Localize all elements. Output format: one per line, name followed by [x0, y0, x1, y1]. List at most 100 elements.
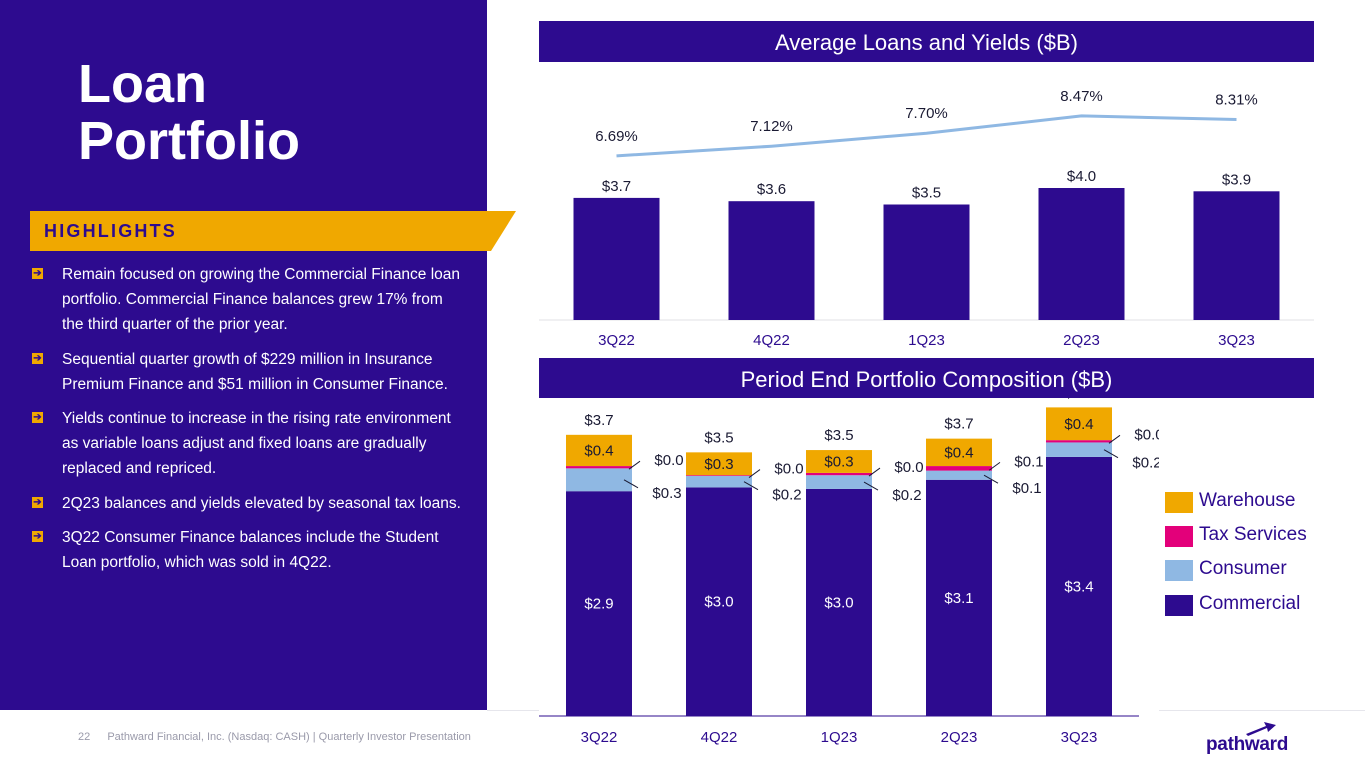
page-title-line-1: Loan — [78, 54, 207, 114]
loan-bar — [883, 204, 970, 320]
list-item: ➔ Yields continue to increase in the risi… — [32, 406, 467, 481]
left-panel — [0, 0, 487, 710]
bar-value-label: $4.0 — [1067, 168, 1096, 185]
consumer-value-label: $0.1 — [1012, 480, 1041, 497]
highlights-banner — [30, 211, 516, 251]
consumer-leader-line — [1103, 449, 1119, 459]
x-tick-label: 3Q23 — [1061, 729, 1098, 746]
bullet-text: 2Q23 balances and yields elevated by sea… — [62, 494, 461, 512]
logo-text: pathward — [1206, 734, 1289, 755]
yield-line — [616, 114, 1237, 158]
logo-mark-icon — [1246, 722, 1276, 736]
consumer-value-label: $0.2 — [1132, 455, 1159, 472]
tax-leader-line — [748, 469, 761, 478]
x-tick-label: 2Q23 — [941, 729, 978, 746]
legend-swatch-warehouse — [1165, 492, 1193, 513]
legend-label: Warehouse — [1199, 490, 1296, 511]
commercial-value-label: $3.4 — [1064, 578, 1093, 595]
chart2-header: Period End Portfolio Composition ($B) — [539, 358, 1314, 398]
legend-label: Tax Services — [1199, 524, 1307, 545]
x-tick-label: 1Q23 — [821, 729, 858, 746]
bar-value-label: $3.6 — [757, 181, 786, 198]
tax-leader-line — [868, 467, 881, 477]
stack-segment-tax-services — [806, 472, 872, 476]
yield-label: 7.70% — [905, 105, 948, 122]
tax-value-label: $0.0 — [894, 459, 923, 476]
arrow-right-icon: ➔ — [32, 268, 43, 279]
legend-swatch-tax-services — [1165, 526, 1193, 547]
warehouse-value-label: $0.4 — [1064, 416, 1093, 433]
consumer-leader-line — [623, 479, 639, 489]
list-item: ➔ Remain focused on growing the Commercia… — [32, 262, 467, 337]
legend-swatch-consumer — [1165, 560, 1193, 581]
tax-leader-line — [1108, 434, 1121, 444]
list-item: ➔ 2Q23 balances and yields elevated by se… — [32, 491, 467, 516]
x-tick-label: 4Q22 — [701, 729, 738, 746]
bullet-text: Sequential quarter growth of $229 millio… — [62, 350, 448, 393]
stack-segment-commercial — [806, 488, 872, 716]
loan-bar — [1038, 188, 1125, 320]
bullet-text: Yields continue to increase in the risin… — [62, 410, 451, 477]
arrow-right-icon: ➔ — [32, 352, 43, 364]
page-number: 22 — [78, 731, 91, 743]
yield-label: 8.31% — [1215, 92, 1258, 109]
highlights-label: HIGHLIGHTS — [44, 221, 177, 241]
stack-segment-warehouse — [1046, 407, 1112, 441]
consumer-value-label: $0.2 — [772, 487, 801, 504]
tax-value-label: $0.0 — [654, 452, 683, 469]
tax-leader-line — [988, 461, 1001, 471]
stack-segment-consumer — [566, 468, 632, 492]
x-tick-label: 4Q22 — [753, 332, 790, 349]
tax-value-label: $0.0 — [1134, 426, 1159, 443]
stack-segment-consumer — [926, 470, 992, 480]
footer: 22 Pathward Financial, Inc. (Nasdaq: CAS… — [78, 731, 471, 743]
tax-leader-line — [628, 460, 641, 470]
total-value-label: $3.5 — [704, 429, 733, 446]
total-value-label: $3.7 — [584, 412, 613, 429]
warehouse-value-label: $0.4 — [584, 442, 613, 459]
arrow-right-icon: ➔ — [32, 496, 43, 508]
stack-segment-tax-services — [1046, 440, 1112, 443]
stack-segment-commercial — [566, 491, 632, 716]
consumer-value-label: $0.3 — [652, 485, 681, 502]
warehouse-value-label: $0.4 — [944, 444, 973, 461]
footer-text: Pathward Financial, Inc. (Nasdaq: CASH) … — [107, 731, 471, 743]
stack-segment-tax-services — [926, 466, 992, 471]
x-tick-label: 3Q22 — [581, 729, 618, 746]
stack-segment-warehouse — [926, 438, 992, 467]
yield-label: 6.69% — [595, 128, 638, 145]
legend-label: Consumer — [1199, 558, 1287, 579]
yield-label: 8.47% — [1060, 88, 1103, 105]
consumer-leader-line — [743, 481, 759, 491]
warehouse-value-label: $0.3 — [704, 456, 733, 473]
page-title: Loan Portfolio — [78, 56, 300, 170]
bullet-text: Remain focused on growing the Commercial… — [62, 266, 461, 333]
loan-bar — [728, 201, 815, 320]
consumer-value-label: $0.2 — [892, 487, 921, 504]
stack-segment-consumer — [1046, 442, 1112, 457]
x-tick-label: 3Q22 — [598, 332, 635, 349]
commercial-value-label: $3.0 — [704, 594, 733, 611]
stack-segment-warehouse — [686, 452, 752, 476]
commercial-value-label: $2.9 — [584, 596, 613, 613]
tax-value-label: $0.0 — [774, 461, 803, 478]
chart1-title: Average Loans and Yields ($B) — [775, 30, 1078, 55]
page-title-line-2: Portfolio — [78, 111, 300, 171]
loan-bar — [573, 197, 660, 320]
loan-bar — [1193, 191, 1280, 320]
total-value-label: $3.5 — [824, 427, 853, 444]
warehouse-value-label: $0.3 — [824, 453, 853, 470]
x-tick-label: 3Q23 — [1218, 332, 1255, 349]
highlights-list: ➔ Remain focused on growing the Commercia… — [32, 262, 467, 585]
arrow-right-icon: ➔ — [32, 412, 43, 423]
total-value-label: $4.1 — [1064, 398, 1093, 401]
arrow-right-icon: ➔ — [32, 531, 43, 542]
bullet-text: 3Q22 Consumer Finance balances include t… — [62, 529, 439, 571]
portfolio-composition-chart: $2.9 $0.4 $3.7 $0.0 $0.3 3Q22 $3.0 $0.3 $3.5 $0.0… — [539, 398, 1159, 750]
consumer-leader-line — [863, 481, 879, 491]
consumer-leader-line — [983, 474, 999, 484]
stack-segment-consumer — [806, 475, 872, 489]
pathward-logo: pathward — [1206, 722, 1296, 756]
chart2-title: Period End Portfolio Composition ($B) — [740, 367, 1113, 392]
chart1-header: Average Loans and Yields ($B) — [539, 21, 1314, 62]
